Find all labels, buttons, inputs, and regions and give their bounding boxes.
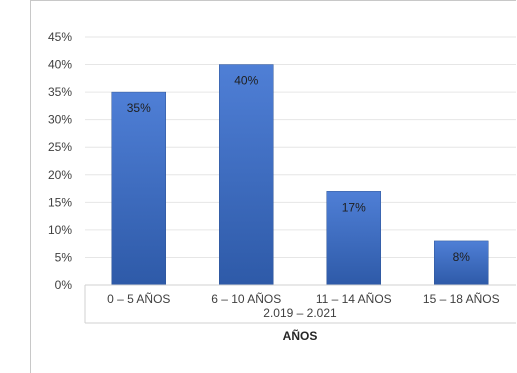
y-tick-label: 45% <box>48 30 72 44</box>
bar <box>111 91 166 286</box>
y-tick-label: 35% <box>48 85 72 99</box>
data-label: 35% <box>127 101 151 115</box>
x-tick-label: 11 – 14 AÑOS <box>316 292 392 306</box>
data-label: 8% <box>453 250 471 264</box>
y-axis-ticks: 0% 5% 10% 15% 20% 25% 30% 35% 40% 45% <box>48 30 72 292</box>
x-tick-label: 0 – 5 AÑOS <box>107 292 170 306</box>
x-axis-ticks: 0 – 5 AÑOS 6 – 10 AÑOS 11 – 14 AÑOS 15 – 18… <box>107 292 500 306</box>
y-tick-label: 15% <box>48 195 72 209</box>
y-tick-label: 0% <box>55 278 73 292</box>
gridlines <box>85 36 516 258</box>
x-tick-label: 15 – 18 AÑOS <box>423 292 500 306</box>
bar <box>219 64 274 286</box>
data-label: 17% <box>342 200 366 214</box>
bars <box>111 64 489 286</box>
x-tick-label: 6 – 10 AÑOS <box>211 292 281 306</box>
y-tick-label: 30% <box>48 113 72 127</box>
y-tick-label: 25% <box>48 140 72 154</box>
bar <box>326 191 381 286</box>
y-tick-label: 40% <box>48 58 72 72</box>
data-label: 40% <box>234 74 258 88</box>
data-labels: 35% 40% 17% 8% <box>127 74 471 264</box>
bar <box>434 240 489 286</box>
y-tick-label: 20% <box>48 168 72 182</box>
x-axis-title: AÑOS <box>283 328 318 343</box>
y-tick-label: 5% <box>55 250 73 264</box>
chart-frame <box>30 0 516 373</box>
y-tick-label: 10% <box>48 223 72 237</box>
x-group-label: 2.019 – 2.021 <box>263 306 337 320</box>
